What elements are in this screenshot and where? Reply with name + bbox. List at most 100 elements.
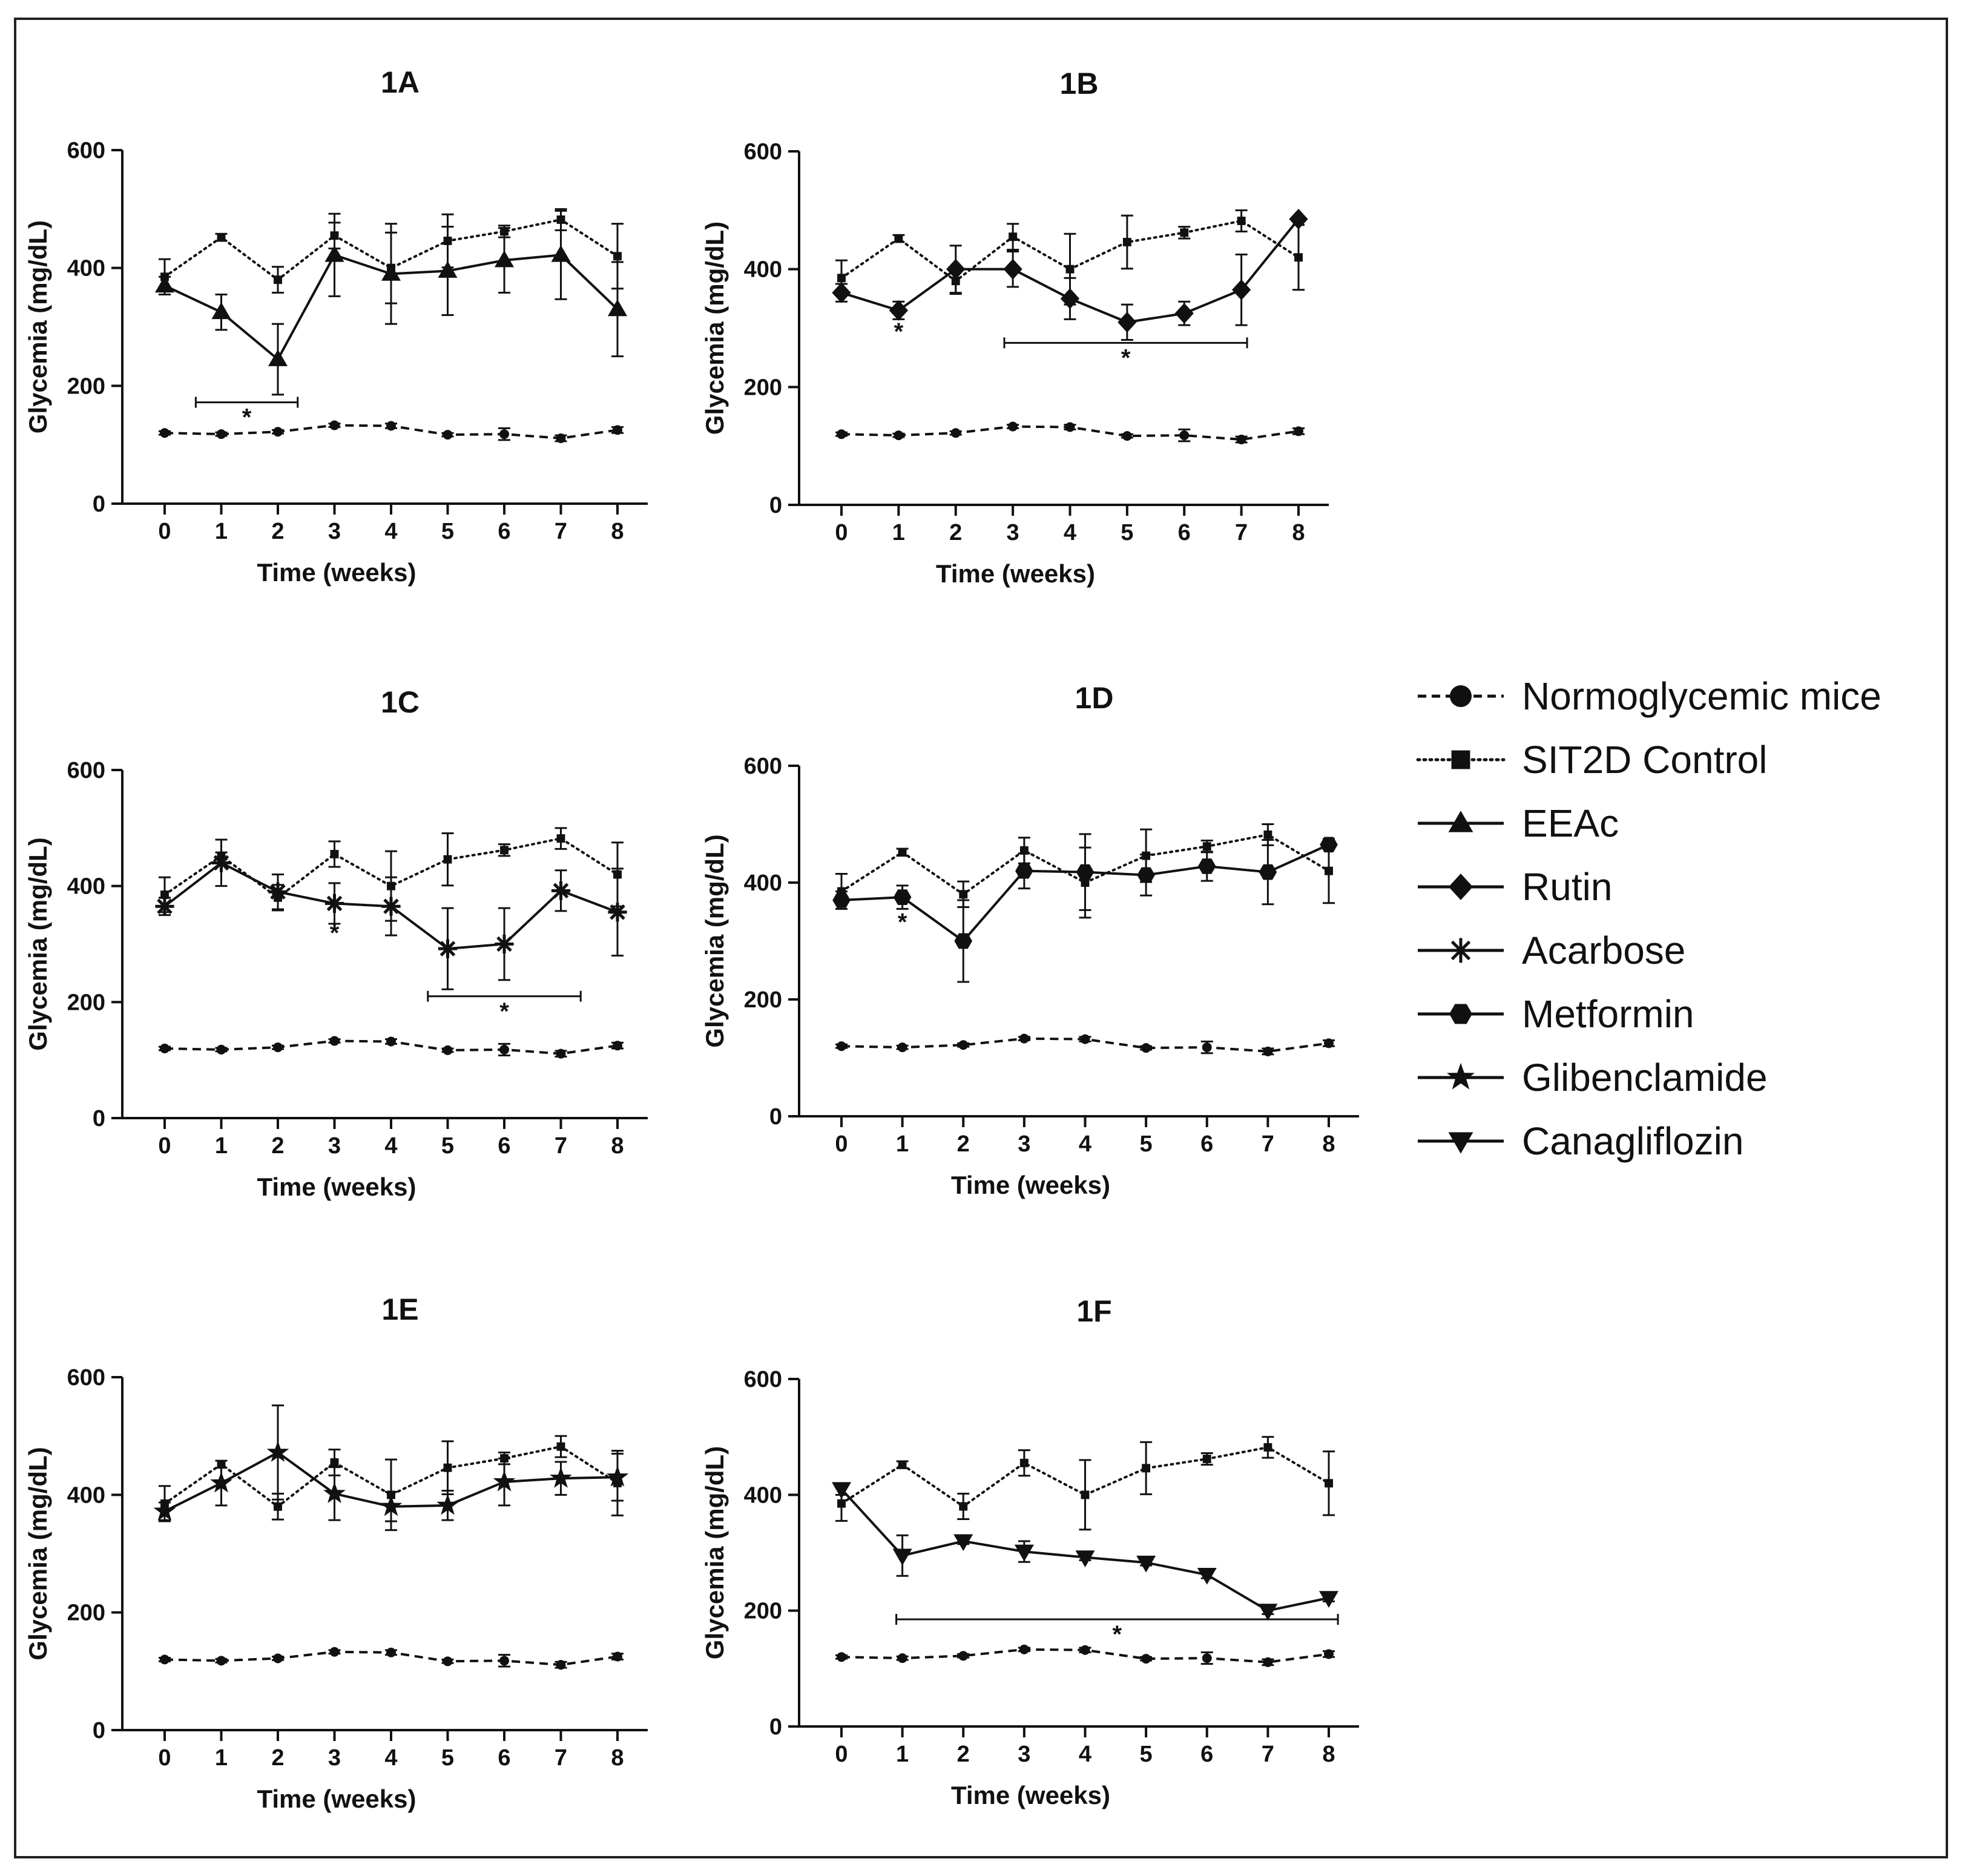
- y-tick-label: 0: [769, 493, 782, 518]
- legend-label: Normoglycemic mice: [1522, 674, 1881, 718]
- data-point: [274, 275, 282, 285]
- significance-star: *: [894, 318, 904, 345]
- data-point: [1202, 1042, 1212, 1053]
- x-tick-label: 5: [441, 1745, 454, 1771]
- series-normoglycemic-mice: [159, 420, 624, 443]
- panel-1b: 1B 0 200 400 600 0 1 2 3 4 5 6 7 8 Time (weeks) Glycemi…: [700, 67, 1329, 588]
- data-point: [1237, 216, 1246, 225]
- y-tick-label: 600: [744, 1367, 782, 1392]
- data-point: [323, 1482, 346, 1504]
- y-tick-label: 0: [93, 1718, 105, 1743]
- data-point: [958, 1040, 969, 1050]
- data-point: [1263, 1657, 1273, 1667]
- data-point: [556, 834, 565, 843]
- data-point: [443, 1656, 453, 1667]
- data-point: [837, 274, 846, 283]
- x-tick-label: 3: [328, 1133, 341, 1159]
- data-point: [266, 1441, 289, 1462]
- x-tick-label: 0: [835, 1131, 848, 1157]
- legend-marker-triangle: [1448, 811, 1473, 832]
- data-point: [216, 1044, 226, 1055]
- legend-marker-square: [1451, 750, 1470, 769]
- data-point: [438, 939, 458, 958]
- panel-1a: 1A 0 200 400 600 0 1 2 3 4 5 6 7 8 Time (weeks) Glycemi…: [24, 65, 648, 587]
- x-tick-label: 1: [215, 1745, 228, 1771]
- y-tick-label: 200: [67, 1601, 105, 1626]
- x-tick-label: 7: [1262, 1131, 1274, 1157]
- x-tick-label: 4: [384, 519, 397, 544]
- data-point: [380, 1495, 403, 1516]
- x-tick-label: 0: [835, 1742, 848, 1767]
- series-normoglycemic-mice: [835, 1644, 1335, 1667]
- data-point: [950, 428, 961, 438]
- data-point: [832, 282, 851, 303]
- data-point: [556, 1048, 566, 1059]
- legend-item-canagliflozin: Canagliflozin: [1418, 1119, 1743, 1163]
- data-point: [894, 430, 904, 441]
- y-tick-label: 200: [67, 374, 105, 399]
- data-point: [893, 889, 912, 905]
- data-point: [273, 427, 283, 437]
- series-normoglycemic-mice: [159, 1647, 624, 1670]
- y-tick-label: 400: [67, 874, 105, 900]
- data-point: [1202, 1455, 1211, 1463]
- x-tick-label: 3: [328, 1745, 341, 1771]
- x-axis-label: Time (weeks): [257, 1785, 416, 1813]
- data-point: [438, 261, 458, 278]
- x-tick-label: 6: [498, 519, 510, 544]
- data-point: [1065, 422, 1075, 432]
- y-tick-label: 400: [744, 257, 782, 283]
- data-point: [946, 258, 966, 280]
- x-tick-label: 8: [1292, 520, 1305, 545]
- data-point: [897, 1042, 907, 1053]
- legend-marker-circle: [1450, 685, 1472, 707]
- series-sit2d-control: [159, 1435, 624, 1532]
- x-tick-label: 1: [896, 1742, 909, 1767]
- data-point: [954, 933, 973, 949]
- data-point: [898, 847, 907, 857]
- data-point: [1142, 1464, 1151, 1473]
- legend-item-glibenclamide: Glibenclamide: [1418, 1056, 1768, 1099]
- significance-star: *: [1121, 344, 1131, 371]
- legend-marker-hexagon: [1449, 1004, 1473, 1024]
- x-tick-label: 4: [384, 1133, 397, 1159]
- series-normoglycemic-mice: [835, 1033, 1335, 1056]
- y-tick-label: 400: [67, 1483, 105, 1508]
- data-point: [1180, 228, 1189, 237]
- significance-star: *: [499, 998, 509, 1025]
- data-point: [613, 1651, 622, 1662]
- x-tick-label: 5: [441, 1133, 454, 1159]
- x-tick-label: 2: [271, 1745, 284, 1771]
- data-point: [1141, 1654, 1151, 1664]
- data-point: [1075, 1550, 1095, 1567]
- data-point: [211, 302, 231, 320]
- legend-marker-asterisk: [1448, 938, 1473, 963]
- series-normoglycemic-mice: [159, 1036, 624, 1059]
- x-tick-label: 4: [384, 1745, 397, 1771]
- data-point: [268, 882, 288, 901]
- x-tick-label: 8: [611, 519, 624, 544]
- panel-title: 1B: [1060, 67, 1099, 100]
- y-tick-label: 200: [744, 987, 782, 1013]
- panel-1c: 1C 0 200 400 600 0 1 2 3 4 5 6 7 8 Time (weeks) Glycemi…: [24, 685, 648, 1201]
- data-point: [324, 245, 344, 262]
- y-axis-label: Glycemia (mg/dL): [24, 1447, 52, 1660]
- series-sit2d-control: [835, 1436, 1335, 1531]
- x-tick-label: 0: [158, 1745, 171, 1771]
- x-tick-label: 6: [1200, 1131, 1213, 1157]
- y-axis-label: Glycemia (mg/dL): [700, 1446, 729, 1659]
- data-point: [1008, 421, 1018, 432]
- series-rutin: [832, 208, 1308, 341]
- data-point: [330, 1458, 339, 1467]
- data-point: [443, 430, 453, 440]
- data-point: [556, 1660, 566, 1670]
- x-tick-label: 3: [1018, 1742, 1030, 1767]
- data-point: [831, 1482, 852, 1499]
- data-point: [1259, 864, 1277, 880]
- x-tick-label: 1: [215, 1133, 228, 1159]
- data-point: [607, 299, 628, 317]
- data-point: [1118, 312, 1137, 333]
- y-tick-label: 600: [744, 139, 782, 165]
- panel-title: 1A: [381, 65, 420, 99]
- x-tick-label: 8: [611, 1133, 624, 1159]
